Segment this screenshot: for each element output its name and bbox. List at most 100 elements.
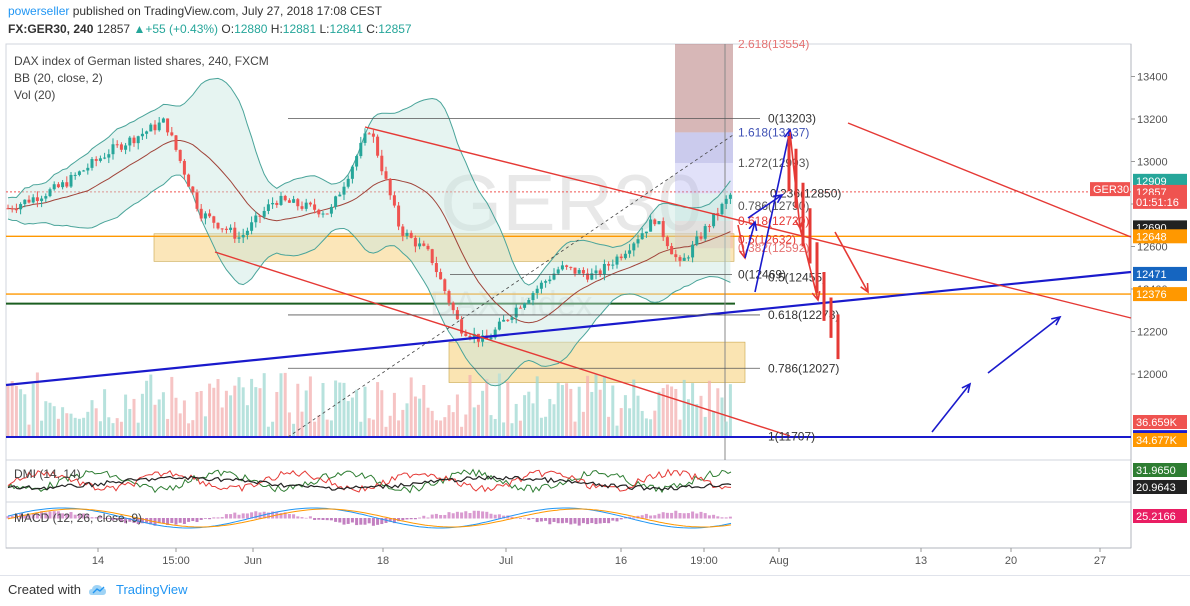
macd-legend[interactable]: MACD (12, 26, close, 9)	[14, 511, 142, 525]
bb-legend[interactable]: BB (20, close, 2)	[14, 71, 103, 85]
symbol-name[interactable]: FX:GER30, 240	[8, 22, 94, 36]
candle-body	[674, 254, 678, 258]
volume-bar	[44, 401, 48, 437]
time-axis[interactable]: 14 15:00 Jun 18 Jul 16 19:00 Aug 13 20 27	[92, 548, 1106, 567]
candle-body	[94, 159, 98, 161]
candle-body	[468, 335, 472, 338]
macd-histogram	[388, 518, 392, 522]
macd-histogram	[14, 514, 18, 519]
blue-arrow-a	[744, 221, 756, 259]
candle-body	[405, 232, 409, 236]
macd-histogram	[380, 518, 384, 525]
volume-bar	[245, 405, 249, 437]
candle-body	[111, 144, 115, 155]
volume-bar	[434, 420, 438, 437]
volume-bar	[699, 395, 703, 437]
volume-bar	[720, 397, 724, 437]
footer: Created with TradingView	[0, 575, 1190, 606]
candle-body	[6, 208, 10, 210]
volume-bar	[241, 387, 245, 437]
y-tick-label: 12600	[1137, 242, 1168, 254]
candle-body	[90, 159, 94, 168]
volume-bar	[502, 422, 506, 437]
volume-bar	[107, 417, 111, 437]
volume-bar	[191, 420, 195, 437]
macd-histogram	[115, 518, 119, 520]
candle-body	[712, 213, 716, 227]
candle-body	[527, 300, 531, 304]
macd-histogram	[502, 515, 506, 519]
volume-bar	[334, 380, 338, 437]
candle-body	[380, 155, 384, 172]
volume-bar	[10, 381, 14, 437]
candle-body	[27, 199, 31, 203]
macd-histogram	[124, 518, 128, 524]
volume-bar	[166, 418, 170, 437]
macd-histogram	[195, 518, 199, 523]
volume-bar	[388, 415, 392, 437]
fib-label: 0(12469)	[738, 267, 786, 281]
price-label: 12471	[1136, 269, 1167, 281]
volume-bar	[195, 391, 199, 437]
candle-body	[31, 197, 35, 203]
low-value: 12841	[329, 22, 363, 36]
macd-histogram	[544, 518, 548, 521]
price-label: GER30	[1093, 184, 1129, 196]
volume-bar	[174, 397, 178, 437]
bb-basis	[7, 140, 731, 324]
projection-candle	[787, 136, 791, 192]
x-tick-label: Aug	[769, 555, 789, 567]
macd-signal	[7, 508, 732, 528]
author-link[interactable]: powerseller	[8, 4, 70, 18]
candle-body	[497, 321, 501, 330]
candle-body	[77, 171, 81, 175]
macd-histogram	[313, 518, 317, 520]
volume-bar	[552, 404, 556, 437]
volume-bar	[182, 400, 186, 437]
volume-bar	[712, 410, 716, 437]
blue-arrow-b-head	[783, 128, 793, 139]
volume-bar	[548, 398, 552, 437]
x-tick-label: 16	[615, 555, 627, 567]
candle-body	[103, 157, 107, 159]
candle-body	[418, 243, 422, 247]
volume-bar	[233, 385, 237, 437]
macd-histogram	[678, 513, 682, 519]
macd-histogram	[367, 518, 371, 524]
volume-bar	[636, 395, 640, 437]
candle-body	[602, 263, 606, 275]
candle-body	[69, 174, 73, 187]
candle-body	[212, 216, 216, 223]
chart-canvas[interactable]: GER30 DAX Index 2.618(13554)0(13203)1.61…	[0, 40, 1190, 575]
projection-candle	[829, 297, 833, 338]
candle-body	[506, 319, 510, 321]
volume-bar	[178, 413, 182, 437]
volume-bar	[161, 392, 165, 437]
macd-histogram	[615, 518, 619, 522]
candle-body	[275, 202, 279, 205]
volume-bar	[287, 412, 291, 437]
projection-candle	[836, 314, 840, 360]
macd-histogram	[518, 518, 522, 519]
y-tick-label: 13000	[1137, 157, 1168, 169]
dmi-legend[interactable]: DMI (14, 14)	[14, 467, 81, 481]
macd-histogram	[434, 513, 438, 519]
volume-bar	[544, 416, 548, 437]
macd-histogram	[287, 513, 291, 519]
volume-bar	[355, 389, 359, 437]
volume-bar	[661, 388, 665, 437]
volume-bar	[359, 421, 363, 437]
macd-histogram	[355, 518, 359, 526]
volume-bar	[128, 408, 132, 437]
macd-histogram	[82, 513, 86, 519]
macd-histogram	[250, 512, 254, 519]
vol-legend[interactable]: Vol (20)	[14, 88, 55, 102]
candle-body	[581, 270, 585, 274]
volume-bar	[40, 420, 44, 437]
volume-bar	[250, 378, 254, 437]
candle-body	[451, 302, 455, 311]
candle-body	[548, 279, 552, 282]
candlesticks	[6, 117, 732, 348]
x-tick-label: 20	[1005, 555, 1017, 567]
tradingview-link[interactable]: TradingView	[116, 582, 188, 597]
